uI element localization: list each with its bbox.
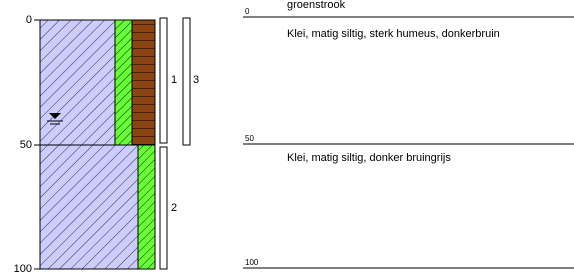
sample-label: 1 [171, 74, 177, 86]
layer-1 [40, 20, 155, 145]
clay-fill [40, 20, 115, 145]
depth-label: 50 [245, 134, 254, 143]
depth-axis: 0 50 100 [14, 14, 40, 275]
silt-fill [138, 145, 155, 269]
depth-label: 50 [20, 139, 32, 151]
sample-box [160, 147, 167, 269]
layer-description: Klei, matig siltig, sterk humeus, donker… [287, 28, 500, 40]
sample-label: 3 [193, 74, 199, 86]
humus-fill [132, 20, 155, 145]
sample-label: 2 [171, 202, 177, 214]
layer-2 [40, 145, 155, 269]
silt-fill [115, 20, 132, 145]
clay-fill [40, 145, 138, 269]
depth-label: 100 [14, 263, 32, 275]
depth-label: 0 [245, 7, 250, 16]
borehole-log: 0 50 100 1 3 2 0 50 100 groenstrook Klei… [0, 0, 574, 277]
depth-label: 0 [26, 14, 32, 26]
depth-label: 100 [245, 258, 259, 267]
sample-box [160, 18, 167, 143]
sample-box [183, 18, 190, 145]
layer-description: Klei, matig siltig, donker bruingrijs [287, 152, 451, 164]
top-note: groenstrook [287, 0, 346, 11]
profile-description: 0 50 100 groenstrook Klei, matig siltig,… [243, 0, 574, 268]
